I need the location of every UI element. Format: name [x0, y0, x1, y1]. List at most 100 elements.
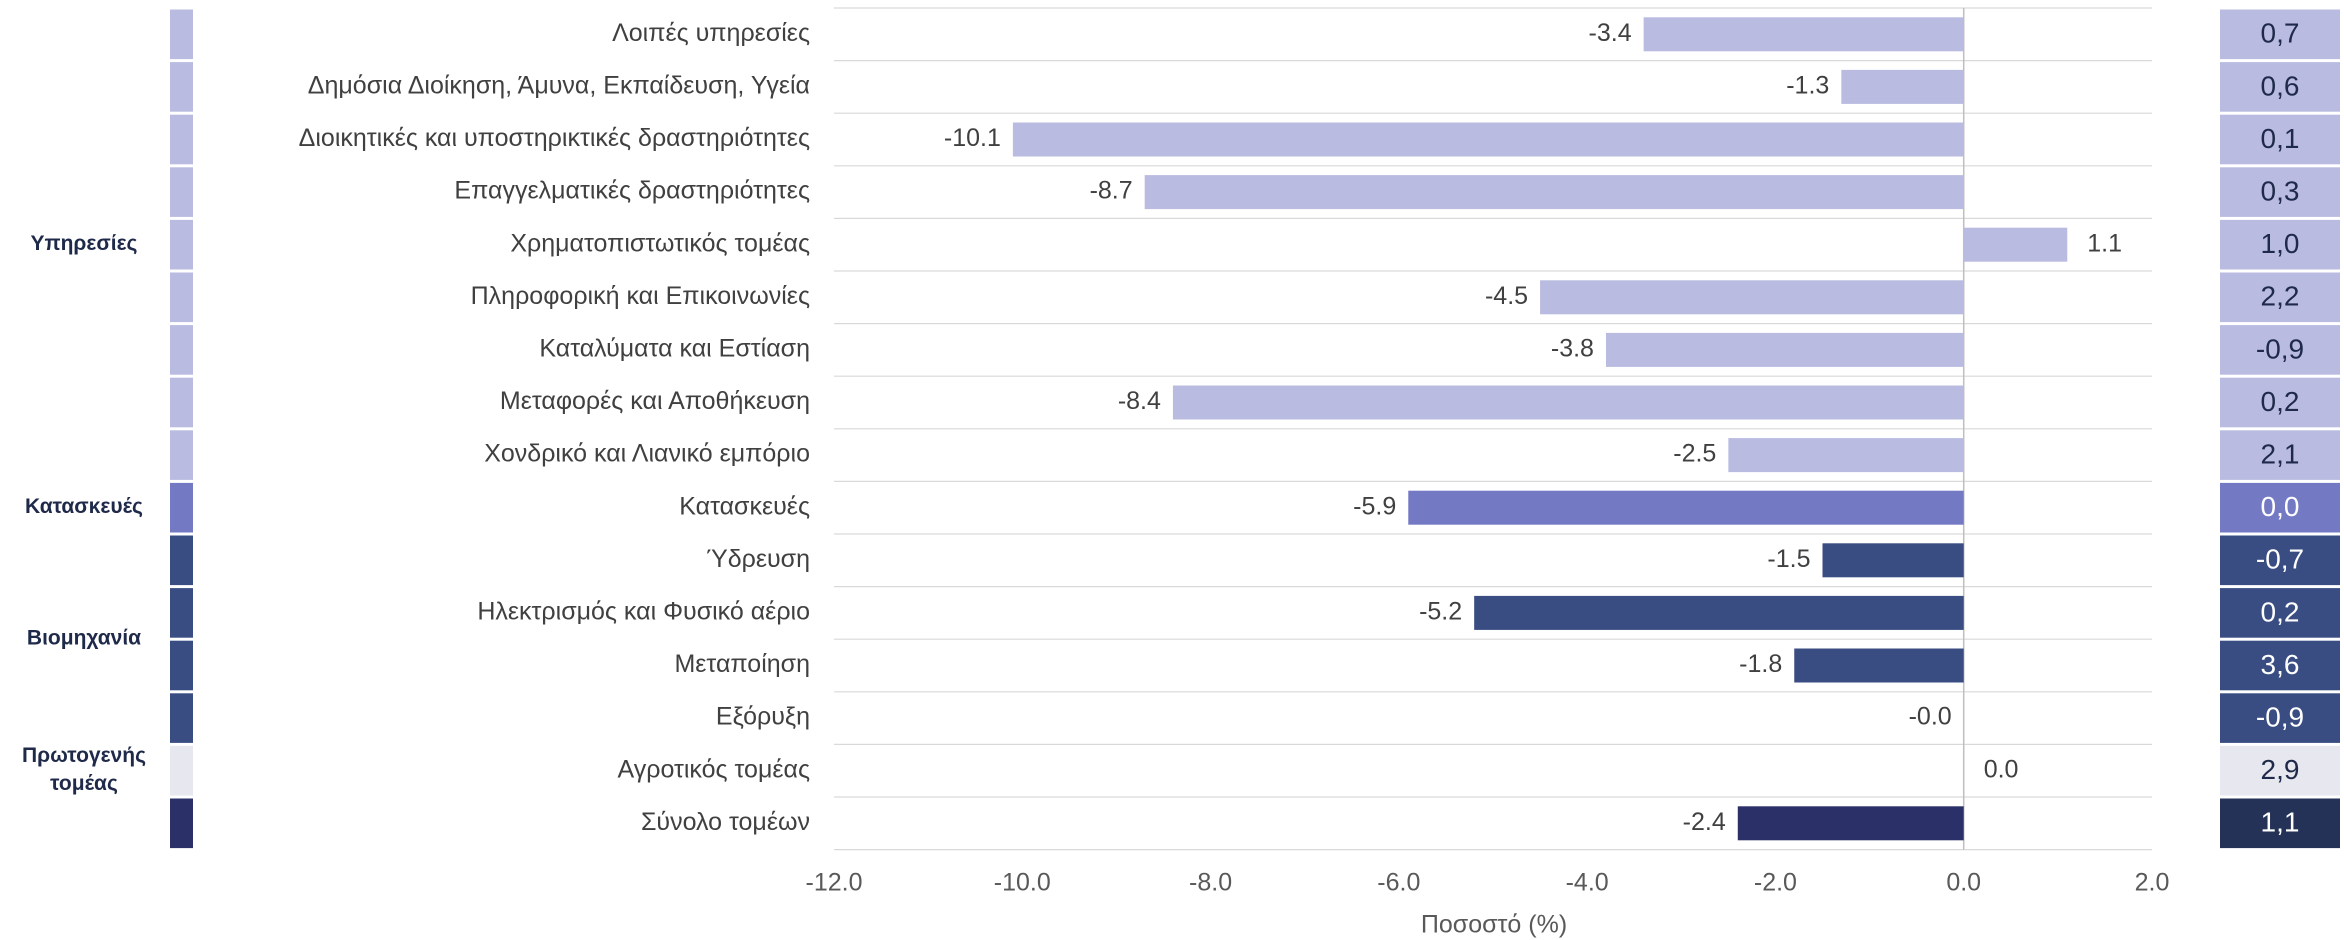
category-label: Ύδρευση: [706, 545, 810, 573]
value-labels: -3.4 -1.3 -10.1 -8.7 1.1 -4.5 -3.8 -8.4 -2.5 -5.9…: [944, 19, 2122, 836]
right-value-box: [2220, 745, 2340, 796]
value-label: -4.5: [1485, 282, 1528, 310]
x-tick-label: 0.0: [1946, 869, 1981, 897]
value-label: -0.0: [1909, 703, 1952, 731]
right-value-box: [2220, 535, 2340, 586]
category-label: Κατασκευές: [679, 492, 810, 520]
value-label: -1.3: [1786, 72, 1829, 100]
right-value-box: [2220, 798, 2340, 849]
x-tick-label: -4.0: [1566, 869, 1609, 897]
category-label: Διοικητικές και υποστηρικτικές δραστηριό…: [299, 124, 810, 152]
group-strip-cell: [170, 272, 193, 323]
right-value-label: 1,1: [2261, 807, 2300, 838]
value-label: -2.5: [1673, 440, 1716, 468]
value-label: -8.7: [1090, 177, 1133, 205]
right-value-label: 0,2: [2261, 386, 2300, 417]
value-label: -3.8: [1551, 335, 1594, 363]
category-label: Εξόρυξη: [716, 703, 810, 731]
group-strip-cell: [170, 745, 193, 796]
group-strip-cell: [170, 114, 193, 165]
group-strip-cell: [170, 693, 193, 743]
value-label: -2.4: [1683, 808, 1726, 836]
group-strip-cell: [170, 325, 193, 375]
group-label: Υπηρεσίες: [31, 232, 138, 255]
category-label: Μεταφορές και Αποθήκευση: [500, 387, 810, 415]
bar: [1822, 543, 1964, 578]
right-value-box: [2220, 640, 2340, 691]
bars: [1012, 17, 2068, 841]
category-label: Ηλεκτρισμός και Φυσικό αέριο: [477, 598, 810, 626]
right-value-label: 0,3: [2261, 175, 2300, 206]
group-strip-cell: [170, 588, 193, 638]
group-strip-cell: [170, 167, 193, 217]
category-labels: Λοιπές υπηρεσίες Δημόσια Διοίκηση, Άμυνα,…: [299, 19, 810, 836]
right-value-box: [2220, 62, 2340, 112]
category-label: Λοιπές υπηρεσίες: [612, 19, 810, 47]
category-label: Χονδρικό και Λιανικό εμπόριο: [484, 440, 810, 468]
category-label: Αγροτικός τομέας: [618, 755, 811, 783]
x-tick-label: -10.0: [994, 869, 1051, 897]
value-label: -3.4: [1589, 19, 1632, 47]
bar: [1728, 438, 1964, 473]
group-strip: [170, 9, 193, 849]
x-tick-label: -8.0: [1189, 869, 1232, 897]
right-value-box: [2220, 167, 2340, 217]
right-value-box: [2220, 482, 2340, 533]
right-value-label: 1,0: [2261, 228, 2300, 259]
right-value-label: -0,9: [2256, 701, 2304, 732]
x-axis-title: Ποσοστό (%): [1421, 911, 1567, 939]
group-strip-cell: [170, 798, 193, 849]
right-value-label: 0,2: [2261, 596, 2300, 627]
right-value-box: [2220, 114, 2340, 165]
right-value-box: [2220, 272, 2340, 323]
category-label: Καταλύματα και Εστίαση: [539, 335, 810, 363]
group-strip-cell: [170, 377, 193, 428]
bar: [1643, 17, 1964, 52]
group-label: τομέας: [50, 772, 118, 795]
right-value-label: 2,2: [2261, 281, 2300, 312]
right-value-label: 2,1: [2261, 438, 2300, 469]
value-label: -5.9: [1353, 492, 1396, 520]
right-value-label: 2,9: [2261, 754, 2300, 785]
category-label: Επαγγελματικές δραστηριότητες: [454, 177, 810, 205]
value-label: -1.8: [1739, 650, 1782, 678]
category-label: Σύνολο τομέων: [641, 808, 810, 836]
bar: [1794, 648, 1964, 683]
bar: [1408, 490, 1964, 525]
bar: [1605, 332, 1964, 367]
group-strip-cell: [170, 535, 193, 586]
right-value-box: [2220, 9, 2340, 60]
group-labels: Υπηρεσίες Κατασκευές Βιομηχανία Πρωτογενής τ…: [22, 232, 146, 795]
right-value-label: 0,6: [2261, 70, 2300, 101]
category-label: Πληροφορική και Επικοινωνίες: [471, 282, 810, 310]
group-strip-cell: [170, 640, 193, 691]
right-value-box: [2220, 430, 2340, 480]
bar: [1963, 227, 2068, 262]
right-value-label: 0,0: [2261, 491, 2300, 522]
bar: [1172, 385, 1964, 420]
bar: [1737, 806, 1964, 841]
right-value-box: [2220, 693, 2340, 743]
right-value-box: [2220, 588, 2340, 638]
bar: [1540, 280, 1964, 315]
group-label: Πρωτογενής: [22, 744, 146, 767]
right-value-label: -0,9: [2256, 333, 2304, 364]
group-strip-cell: [170, 219, 193, 270]
right-value-box: [2220, 325, 2340, 375]
gridlines: [834, 7, 2152, 851]
category-label: Δημόσια Διοίκηση, Άμυνα, Εκπαίδευση, Υγε…: [308, 72, 810, 100]
value-label: -8.4: [1118, 387, 1161, 415]
right-value-label: -0,7: [2256, 544, 2304, 575]
bar: [1144, 175, 1964, 210]
right-value-label: 0,7: [2261, 18, 2300, 49]
right-column: 0,7 0,6 0,1 0,3 1,0 2,2 -0,9 0,2 2,1 0,0 -0,7 0,2 3,…: [2220, 9, 2340, 849]
value-label: -5.2: [1419, 598, 1462, 626]
x-tick-label: -6.0: [1377, 869, 1420, 897]
x-tick-label: -2.0: [1754, 869, 1797, 897]
category-label: Χρηματοπιστωτικός τομέας: [510, 229, 810, 257]
value-label: 1.1: [2087, 229, 2122, 257]
category-label: Μεταποίηση: [674, 650, 810, 678]
x-axis: -12.0 -10.0 -8.0 -6.0 -4.0 -2.0 0.0 2.0: [806, 869, 2170, 897]
value-label: 0.0: [1984, 755, 2019, 783]
